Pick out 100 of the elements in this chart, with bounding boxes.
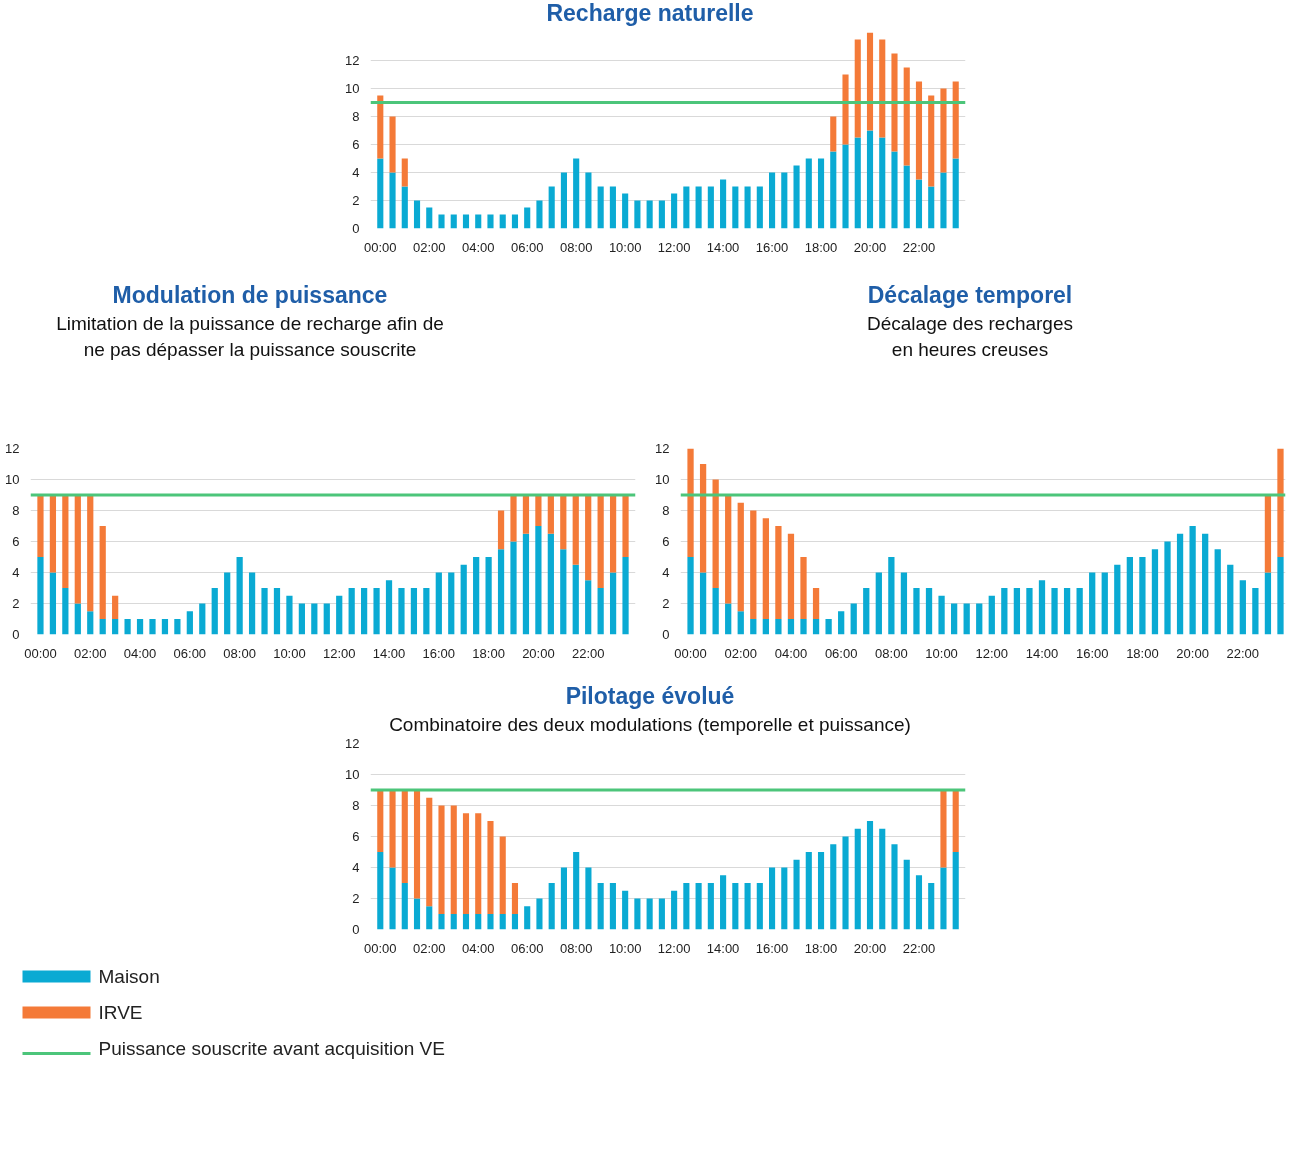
bar bbox=[511, 214, 519, 229]
y-tick-label: 6 bbox=[352, 829, 360, 844]
y-tick-label: 8 bbox=[352, 109, 360, 124]
bar bbox=[756, 186, 763, 229]
bar bbox=[866, 32, 874, 131]
y-tick-label: 12 bbox=[5, 441, 20, 456]
bar bbox=[585, 495, 592, 581]
y-tick-label: 8 bbox=[352, 798, 360, 813]
bar bbox=[687, 448, 694, 557]
bar bbox=[87, 611, 94, 635]
y-tick-label: 2 bbox=[662, 596, 670, 611]
y-tick-label: 4 bbox=[352, 165, 360, 180]
bar bbox=[236, 557, 243, 635]
bar bbox=[499, 836, 506, 914]
bar bbox=[891, 53, 898, 152]
bar bbox=[1176, 533, 1184, 635]
bar bbox=[62, 588, 69, 635]
bar bbox=[913, 588, 920, 635]
bar bbox=[725, 603, 732, 635]
bar bbox=[875, 572, 882, 635]
bar bbox=[671, 193, 678, 229]
x-tick-label: 20:00 bbox=[853, 940, 887, 956]
bar bbox=[377, 158, 384, 229]
y-tick-label: 6 bbox=[352, 137, 360, 152]
bar bbox=[1202, 533, 1209, 635]
bar bbox=[658, 898, 665, 930]
bar bbox=[499, 214, 506, 229]
bar bbox=[585, 867, 592, 930]
bar bbox=[854, 39, 861, 138]
bar bbox=[817, 158, 825, 229]
bar bbox=[487, 214, 494, 229]
x-tick-label: 04:00 bbox=[774, 645, 808, 661]
bar bbox=[273, 588, 281, 635]
bar bbox=[377, 852, 384, 930]
bar bbox=[800, 557, 807, 619]
bar bbox=[413, 200, 421, 229]
bar bbox=[450, 214, 457, 229]
y-tick-label: 2 bbox=[352, 891, 360, 906]
chart-title: Recharge naturelle bbox=[545, 0, 755, 27]
bar bbox=[1189, 526, 1196, 635]
bar bbox=[950, 603, 958, 635]
bar bbox=[1001, 588, 1008, 635]
bar bbox=[573, 852, 580, 930]
bar bbox=[1089, 572, 1096, 635]
x-tick-label: 02:00 bbox=[73, 645, 107, 661]
y-tick-label: 12 bbox=[655, 441, 670, 456]
bar bbox=[737, 502, 744, 612]
bar bbox=[879, 39, 886, 138]
bar bbox=[683, 186, 690, 229]
bar bbox=[687, 557, 694, 635]
bar bbox=[609, 572, 617, 635]
bar bbox=[497, 549, 505, 635]
y-tick-label: 0 bbox=[352, 221, 360, 236]
x-tick-label: 20:00 bbox=[1176, 645, 1209, 661]
bar bbox=[622, 495, 629, 557]
bar bbox=[1063, 588, 1071, 635]
bar bbox=[634, 200, 641, 229]
bar bbox=[622, 193, 629, 229]
bar bbox=[879, 137, 886, 229]
bar bbox=[812, 619, 820, 635]
bar bbox=[373, 588, 380, 635]
bar bbox=[787, 533, 795, 619]
bar bbox=[744, 883, 751, 930]
bar bbox=[725, 495, 732, 604]
bar bbox=[928, 95, 935, 187]
x-tick-label: 10:00 bbox=[608, 239, 642, 255]
x-tick-label: 14:00 bbox=[706, 940, 740, 956]
bar bbox=[712, 588, 719, 635]
bar bbox=[389, 867, 396, 930]
bar bbox=[707, 186, 714, 229]
bar bbox=[1227, 564, 1234, 635]
x-tick-label: 22:00 bbox=[902, 940, 936, 956]
bar bbox=[842, 836, 849, 930]
bar bbox=[112, 595, 119, 619]
x-tick-label: 06:00 bbox=[173, 645, 207, 661]
y-tick-label: 2 bbox=[352, 193, 360, 208]
x-tick-label: 12:00 bbox=[657, 239, 691, 255]
x-tick-label: 00:00 bbox=[24, 645, 57, 661]
bar bbox=[976, 603, 983, 635]
bar bbox=[49, 495, 57, 573]
bar bbox=[497, 510, 505, 550]
bar bbox=[536, 200, 543, 229]
x-tick-label: 00:00 bbox=[364, 940, 397, 956]
bar bbox=[762, 619, 769, 635]
bar bbox=[1277, 557, 1284, 635]
bar bbox=[438, 914, 445, 930]
bar bbox=[775, 526, 782, 619]
x-tick-label: 16:00 bbox=[755, 940, 789, 956]
x-tick-label: 14:00 bbox=[1025, 645, 1059, 661]
x-tick-label: 02:00 bbox=[413, 239, 446, 255]
bar bbox=[762, 518, 769, 619]
bar bbox=[699, 572, 707, 635]
chart-subtitle: Limitation de la puissance de recharge afin de ne pas dépasser la puissance souscrite bbox=[55, 312, 445, 362]
bar bbox=[485, 557, 492, 635]
bar bbox=[572, 495, 579, 565]
bar bbox=[609, 495, 617, 573]
bar bbox=[1101, 572, 1108, 635]
bar bbox=[952, 81, 959, 159]
x-tick-label: 02:00 bbox=[413, 940, 446, 956]
legend-label: Puissance souscrite avant acquisition VE bbox=[98, 1038, 445, 1059]
